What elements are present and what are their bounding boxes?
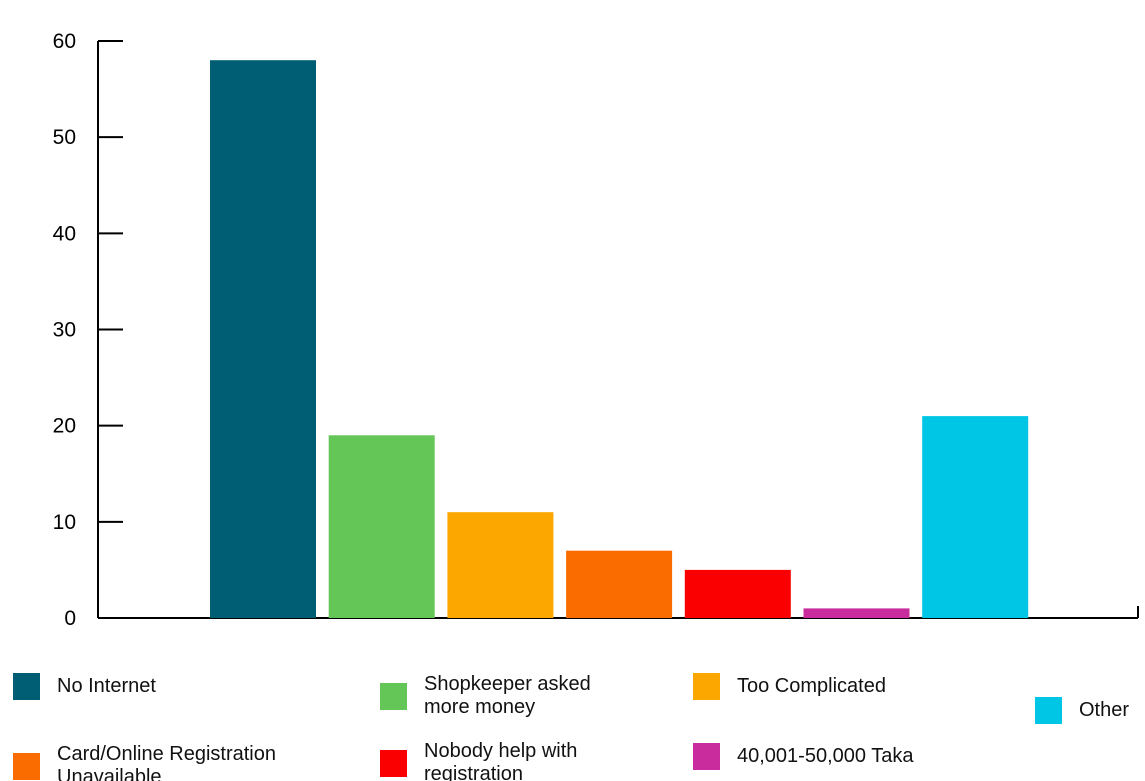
bar <box>447 512 554 618</box>
chart-legend: No Internet Shopkeeper asked more money To… <box>0 640 1145 781</box>
bar-chart: 0 10 20 30 40 50 60 <box>53 30 1139 630</box>
bar <box>566 550 673 618</box>
legend-label: Other <box>1079 699 1130 721</box>
legend-swatch <box>13 752 40 780</box>
legend-item: Too Complicated <box>693 673 886 700</box>
y-tick-label: 40 <box>53 222 76 245</box>
legend-swatch <box>693 743 720 770</box>
bar <box>803 608 910 618</box>
legend-swatch <box>1035 697 1062 724</box>
bar <box>328 435 435 618</box>
legend-swatch <box>380 682 407 710</box>
bar <box>210 60 316 618</box>
y-tick-label: 10 <box>53 511 76 534</box>
legend-label: Shopkeeper asked more money <box>424 673 591 718</box>
bar <box>922 416 1029 618</box>
legend-swatch <box>380 749 407 777</box>
y-tick-label: 0 <box>64 607 76 630</box>
legend-item: Nobody help with registration <box>380 740 577 781</box>
legend-label: No Internet <box>57 675 156 697</box>
y-axis-ticks: 0 10 20 30 40 50 60 <box>53 30 123 630</box>
legend-item: No Internet <box>13 673 156 700</box>
legend-item: 40,001-50,000 Taka <box>693 743 913 770</box>
bar <box>684 569 791 618</box>
y-tick-label: 20 <box>53 415 76 438</box>
y-tick-label: 30 <box>53 319 76 342</box>
legend-swatch <box>13 673 40 700</box>
y-tick-label: 60 <box>53 30 76 53</box>
legend-label: Too Complicated <box>737 675 886 697</box>
legend-label: Nobody help with registration <box>424 740 578 781</box>
chart-bars <box>210 60 1029 618</box>
y-tick-label: 50 <box>53 126 76 149</box>
legend-label: 40,001-50,000 Taka <box>737 745 914 767</box>
legend-label: Card/Online Registration Unavailable <box>57 743 276 781</box>
legend-item: Other <box>1035 697 1129 724</box>
legend-item: Shopkeeper asked more money <box>380 673 591 719</box>
legend-item: Card/Online Registration Unavailable <box>13 743 276 781</box>
legend-swatch <box>693 673 720 700</box>
